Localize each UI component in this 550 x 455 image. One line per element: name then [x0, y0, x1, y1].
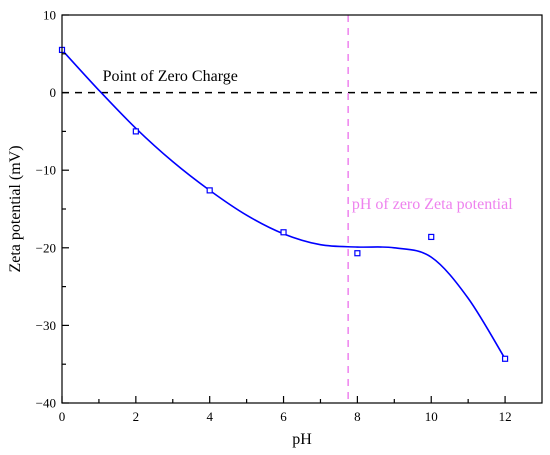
- zero-charge-label: Point of Zero Charge: [103, 68, 238, 85]
- x-tick-label: 0: [59, 409, 66, 424]
- axis-ticks: [61, 14, 506, 404]
- y-tick-label: −10: [36, 163, 56, 178]
- x-tick-label: 8: [354, 409, 361, 424]
- x-tick-label: 12: [499, 409, 512, 424]
- y-tick-label: −30: [36, 318, 56, 333]
- y-tick-label: 10: [43, 8, 56, 23]
- x-tick-label: 10: [425, 409, 438, 424]
- x-tick-labels: 0 2 4 6 8 10 12: [59, 409, 512, 424]
- data-point-2: [206, 187, 213, 194]
- data-point-1: [132, 128, 139, 135]
- x-tick-label: 6: [280, 409, 287, 424]
- y-tick-label: −40: [36, 396, 56, 411]
- x-tick-label: 4: [206, 409, 213, 424]
- data-point-4: [354, 250, 361, 257]
- y-axis-title: Zeta potential (mV): [7, 145, 24, 272]
- y-tick-label: −20: [36, 240, 56, 255]
- y-tick-labels: 10 0 −10 −20 −30 −40: [36, 8, 56, 411]
- x-tick-label: 2: [133, 409, 140, 424]
- data-point-5: [428, 233, 435, 241]
- y-tick-label: 0: [50, 85, 57, 100]
- x-axis-title: pH: [292, 431, 312, 448]
- data-point-6: [501, 355, 509, 362]
- zero-zeta-ph-label: pH of zero Zeta potential: [352, 196, 513, 213]
- data-point-3: [280, 229, 287, 236]
- plot-area: 0 2 4 6 8 10 12 10 0 −10 −20 −30 −40: [36, 8, 543, 424]
